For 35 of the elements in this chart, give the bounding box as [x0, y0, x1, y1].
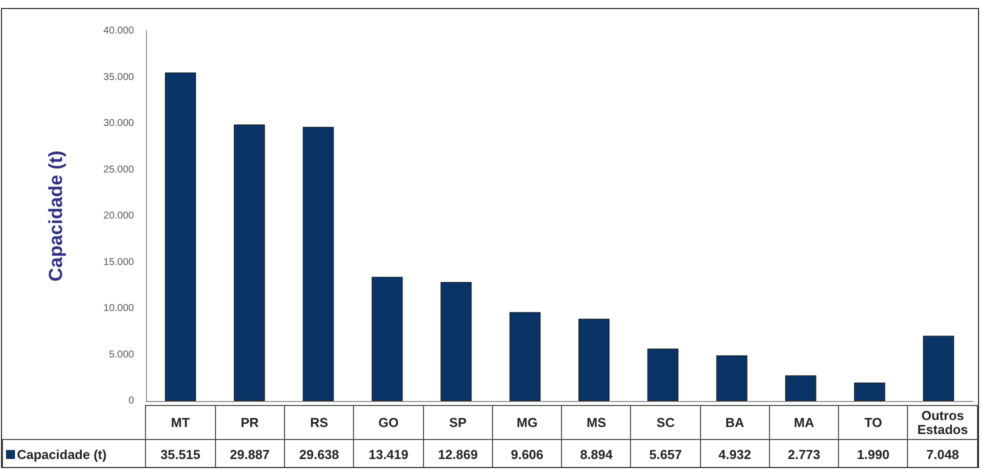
data-label: 4.932	[700, 440, 770, 469]
data-label: 8.894	[562, 440, 631, 469]
x-tick-label: RS	[284, 406, 354, 440]
y-tick-label: 5.000	[108, 349, 134, 360]
y-tick-label: 10.000	[103, 303, 134, 314]
data-label: 9.606	[492, 440, 562, 469]
x-tick-label: BA	[700, 406, 770, 440]
data-label: 35.515	[146, 440, 216, 469]
y-tick-label: 25.000	[103, 164, 134, 176]
data-label: 7.048	[908, 440, 978, 469]
x-tick-label: MG	[492, 406, 562, 440]
x-tick-label: MA	[769, 406, 839, 440]
x-tick-label: GO	[354, 406, 424, 440]
x-tick-label: SC	[630, 406, 700, 440]
y-tick-label: 15.000	[103, 256, 134, 268]
y-tick-label: 20.000	[103, 210, 134, 222]
y-tick-label: 0	[128, 396, 134, 406]
y-tick-label: 30.000	[103, 118, 134, 129]
x-tick-label: PR	[215, 406, 284, 440]
data-label: 5.657	[630, 440, 700, 469]
y-tick-label: 35.000	[103, 72, 134, 83]
data-label: 13.419	[354, 440, 424, 469]
y-axis-title: Capacidade (t)	[46, 150, 67, 282]
data-label: 12.869	[423, 440, 493, 469]
data-label: 2.773	[769, 440, 839, 469]
x-tick-label: MT	[146, 406, 216, 440]
data-label: 29.887	[215, 440, 284, 469]
x-tick-label: Outros Estados	[908, 406, 978, 440]
data-label: 29.638	[284, 440, 354, 469]
data-label: 1.990	[838, 440, 908, 469]
legend-label: Capacidade (t)	[2, 440, 146, 469]
x-tick-label: MS	[562, 406, 631, 440]
x-tick-label: TO	[838, 406, 908, 440]
x-tick-label: SP	[423, 406, 493, 440]
y-tick-label: 40.000	[103, 26, 134, 36]
